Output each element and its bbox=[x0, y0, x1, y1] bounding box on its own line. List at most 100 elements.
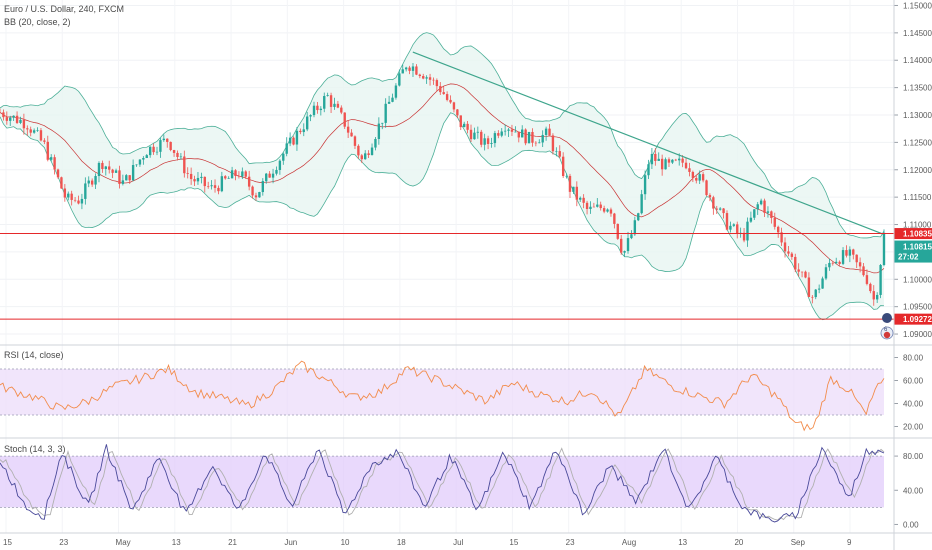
time-axis[interactable]: 15 23 May 13 21 Jun 10 18 Jul 15 23 Aug 13 20 Sep 9 bbox=[3, 538, 852, 547]
candle-body bbox=[87, 180, 90, 184]
candle-body bbox=[712, 197, 715, 209]
candle-body bbox=[251, 186, 254, 196]
candle-body bbox=[166, 138, 169, 142]
candle-body bbox=[121, 180, 125, 184]
candle-body bbox=[285, 143, 288, 154]
candle-body bbox=[340, 107, 343, 113]
candle-body bbox=[684, 162, 688, 169]
candle-body bbox=[323, 96, 326, 109]
rsi-axis[interactable]: 80.00 60.00 40.00 20.00 bbox=[894, 354, 924, 432]
candle-body bbox=[736, 224, 739, 234]
candle-body bbox=[831, 262, 834, 264]
candle-body bbox=[196, 177, 200, 182]
rsi-pane[interactable] bbox=[0, 360, 885, 432]
bb-indicator-label[interactable]: BB (20, close, 2) bbox=[4, 17, 71, 27]
candle-body bbox=[681, 158, 684, 163]
candle-body bbox=[360, 155, 363, 160]
candle-body bbox=[418, 74, 422, 77]
descending-trendline[interactable] bbox=[412, 51, 885, 235]
candlesticks bbox=[0, 62, 886, 306]
stoch-pane[interactable] bbox=[0, 444, 885, 523]
price-tick-label: 1.13500 bbox=[903, 84, 932, 93]
candle-body bbox=[527, 131, 531, 144]
candle-body bbox=[568, 175, 572, 192]
candle-body bbox=[602, 208, 606, 212]
time-tick-label: 15 bbox=[509, 538, 518, 547]
candle-body bbox=[364, 153, 367, 160]
price-tick-label: 1.12500 bbox=[903, 138, 932, 147]
candle-body bbox=[36, 130, 39, 131]
candle-body bbox=[667, 159, 671, 163]
time-tick-label: 13 bbox=[678, 538, 687, 547]
candle-body bbox=[589, 206, 592, 209]
svg-text:1.09272: 1.09272 bbox=[903, 315, 932, 324]
candle-body bbox=[452, 102, 456, 110]
candle-body bbox=[599, 204, 602, 209]
candle-body bbox=[169, 141, 172, 151]
candle-body bbox=[131, 165, 135, 181]
candle-body bbox=[691, 171, 695, 178]
candle-body bbox=[524, 129, 527, 144]
stoch-axis[interactable]: 80.00 40.00 0.00 bbox=[894, 452, 924, 529]
candle-body bbox=[288, 137, 292, 144]
candle-body bbox=[715, 208, 718, 210]
candle-body bbox=[159, 140, 162, 152]
oscillator-tick-label: 20.00 bbox=[903, 423, 924, 432]
time-tick-label: 23 bbox=[59, 538, 68, 547]
candle-body bbox=[797, 269, 800, 272]
candle-body bbox=[398, 73, 401, 86]
candle-body bbox=[759, 200, 763, 205]
time-tick-label: 23 bbox=[566, 538, 575, 547]
candle-body bbox=[800, 271, 804, 273]
candle-body bbox=[623, 251, 626, 253]
candle-body bbox=[316, 105, 319, 111]
price-tick-label: 1.09500 bbox=[903, 303, 932, 312]
main-price-pane[interactable] bbox=[0, 32, 894, 321]
candle-body bbox=[746, 221, 749, 241]
rsi-label[interactable]: RSI (14, close) bbox=[4, 350, 64, 360]
candle-body bbox=[521, 129, 524, 138]
candle-body bbox=[807, 277, 811, 297]
oscillator-tick-label: 0.00 bbox=[903, 520, 919, 529]
time-tick-label: 10 bbox=[341, 538, 350, 547]
grid-lines bbox=[0, 0, 894, 533]
candle-body bbox=[541, 134, 544, 143]
candle-body bbox=[572, 186, 575, 192]
candle-body bbox=[869, 283, 872, 292]
candle-body bbox=[282, 153, 285, 161]
candle-body bbox=[428, 77, 432, 80]
candle-body bbox=[278, 160, 282, 170]
candle-body bbox=[660, 158, 664, 170]
candle-body bbox=[101, 162, 104, 170]
candle-body bbox=[305, 116, 309, 130]
candle-body bbox=[838, 261, 841, 264]
candle-body bbox=[705, 180, 708, 196]
candle-body bbox=[343, 112, 346, 127]
candle-body bbox=[203, 176, 206, 187]
candle-body bbox=[183, 156, 186, 174]
candle-body bbox=[350, 132, 353, 137]
candle-body bbox=[384, 103, 387, 123]
candle-body bbox=[411, 66, 415, 71]
candle-body bbox=[493, 133, 497, 144]
candle-body bbox=[200, 176, 203, 178]
economic-events-icon[interactable]: 6 bbox=[880, 313, 894, 340]
candle-body bbox=[425, 77, 428, 79]
candle-body bbox=[732, 224, 736, 226]
rsi-band bbox=[0, 369, 884, 415]
candle-body bbox=[756, 204, 759, 210]
price-axis[interactable]: 1.15000 1.14500 1.14000 1.13500 1.13000 1.125… bbox=[894, 1, 932, 339]
time-tick-label: May bbox=[116, 538, 131, 547]
candle-body bbox=[312, 105, 316, 116]
bollinger-upper-band bbox=[0, 32, 885, 239]
last-price-tag: 1.10815 27:02 bbox=[894, 240, 932, 263]
candle-body bbox=[766, 211, 770, 213]
candle-body bbox=[227, 178, 230, 179]
stoch-label[interactable]: Stoch (14, 3, 3) bbox=[4, 444, 66, 454]
candle-body bbox=[749, 217, 753, 222]
svg-text:1.10835: 1.10835 bbox=[903, 230, 932, 239]
candle-body bbox=[688, 168, 691, 172]
candle-body bbox=[664, 159, 667, 170]
candle-body bbox=[70, 193, 73, 200]
